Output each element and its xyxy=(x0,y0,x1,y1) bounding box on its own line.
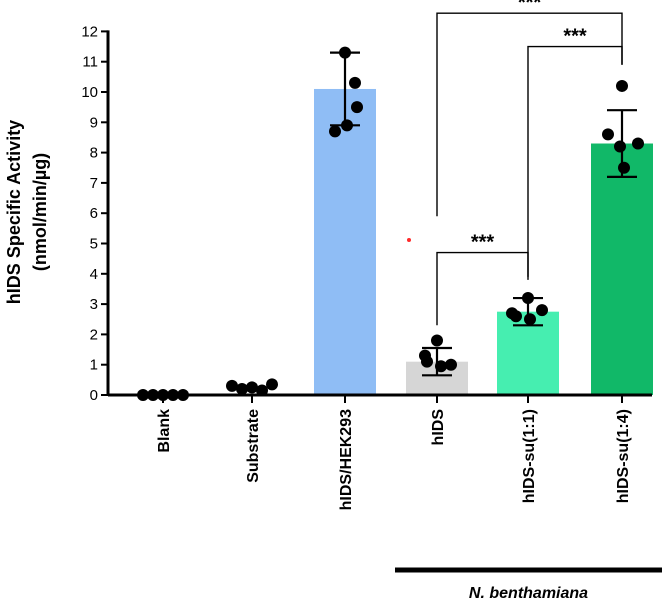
x-category-label-5: hIDS-su(1:4) xyxy=(615,409,632,503)
data-point-5-2 xyxy=(632,137,644,150)
y-tick-label-3: 3 xyxy=(90,296,98,313)
error-bars xyxy=(330,51,637,377)
x-category-label-3: hIDS xyxy=(430,409,447,446)
y-tick-label-5: 5 xyxy=(90,236,98,253)
y-tick-label-8: 8 xyxy=(90,145,98,162)
y-axis-title-line2: (nmol/min/µg) xyxy=(30,153,50,271)
data-point-4-1 xyxy=(536,304,548,317)
significance-bracket-0 xyxy=(436,12,623,217)
bar-2 xyxy=(314,88,376,395)
data-point-2-2 xyxy=(351,101,363,114)
data-point-1-0 xyxy=(226,379,238,392)
x-category-label-1: Substrate xyxy=(245,409,262,483)
data-point-1-2 xyxy=(246,381,258,394)
significance-brackets: *** *** *** xyxy=(436,0,623,326)
y-axis-title-line1: hIDS Specific Activity xyxy=(4,120,24,304)
x-category-label-4: hIDS-su(1:1) xyxy=(521,409,538,503)
data-point-1-3 xyxy=(256,384,268,397)
data-point-4-0 xyxy=(522,292,534,305)
y-tick-label-10: 10 xyxy=(81,84,98,101)
data-point-4-4 xyxy=(506,307,518,320)
x-category-label-2: hIDS/HEK293 xyxy=(338,409,355,510)
significance-label-1: *** xyxy=(563,26,587,48)
data-point-5-0 xyxy=(616,79,628,92)
data-points xyxy=(137,46,644,401)
significance-bracket-1 xyxy=(527,45,623,277)
y-tick-label-2: 2 xyxy=(90,326,98,343)
data-point-5-3 xyxy=(614,140,626,153)
data-point-2-1 xyxy=(349,76,361,89)
data-point-1-4 xyxy=(266,378,278,391)
data-point-3-2 xyxy=(445,358,457,371)
x-category-label-0: Blank xyxy=(156,409,173,453)
bar-5 xyxy=(591,143,653,395)
group-annotation: N. benthamiana xyxy=(395,567,662,602)
y-tick-label-7: 7 xyxy=(90,175,98,192)
bars xyxy=(221,88,653,395)
data-point-5-1 xyxy=(602,128,614,141)
data-point-1-1 xyxy=(236,382,248,395)
group-label: N. benthamiana xyxy=(469,585,588,602)
data-point-3-4 xyxy=(421,355,433,368)
data-point-2-3 xyxy=(341,119,353,132)
data-point-2-4 xyxy=(329,125,341,138)
significance-label-0: *** xyxy=(518,0,542,14)
y-tick-label-6: 6 xyxy=(90,205,98,222)
y-tick-label-4: 4 xyxy=(90,266,98,283)
significance-bracket-2 xyxy=(436,251,529,326)
y-tick-label-0: 0 xyxy=(90,387,98,404)
data-point-3-0 xyxy=(431,334,443,347)
data-point-3-3 xyxy=(435,360,447,373)
significance-label-2: *** xyxy=(471,232,495,254)
y-tick-label-11: 11 xyxy=(82,54,98,71)
y-tick-label-1: 1 xyxy=(90,357,98,374)
data-point-2-0 xyxy=(339,46,351,59)
data-point-4-3 xyxy=(524,313,536,326)
y-axis-title: hIDS Specific Activity (nmol/min/µg) xyxy=(4,120,50,304)
stray-dot xyxy=(407,238,411,242)
y-tick-label-9: 9 xyxy=(90,114,98,131)
y-tick-label-12: 12 xyxy=(81,23,98,40)
data-point-5-4 xyxy=(618,161,630,174)
